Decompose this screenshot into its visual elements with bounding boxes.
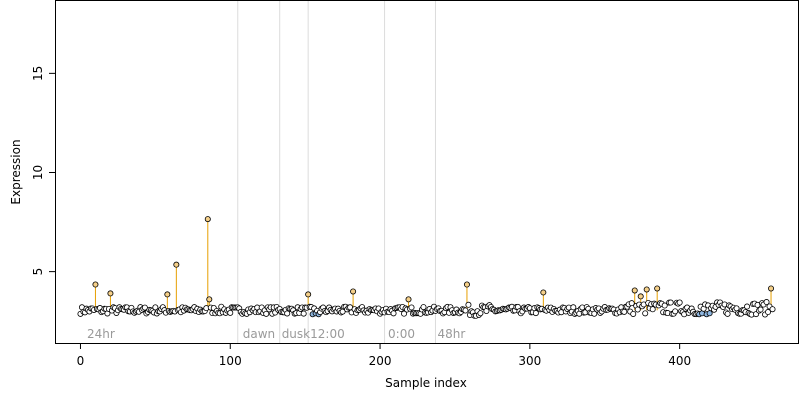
- region-label: dusk: [282, 327, 310, 341]
- data-point: [642, 310, 649, 317]
- y-tick-label: 5: [31, 268, 45, 276]
- data-point: [744, 303, 751, 310]
- data-point: [204, 216, 211, 223]
- region-label: dawn: [243, 327, 275, 341]
- data-point: [621, 308, 628, 315]
- data-point: [643, 286, 650, 293]
- data-point: [724, 310, 731, 317]
- data-point: [300, 310, 307, 317]
- data-point: [405, 296, 412, 303]
- data-point: [462, 307, 469, 314]
- data-point: [227, 309, 234, 316]
- data-point: [631, 287, 638, 294]
- x-tick-label: 100: [219, 354, 242, 368]
- data-point: [630, 310, 637, 317]
- data-point: [676, 299, 683, 306]
- data-point: [540, 289, 547, 296]
- x-tick-label: 400: [668, 354, 691, 368]
- data-point: [765, 309, 772, 316]
- region-label: 24hr: [87, 327, 115, 341]
- data-point: [661, 302, 668, 309]
- data-point: [763, 299, 770, 306]
- data-point: [263, 310, 270, 317]
- data-point: [206, 296, 213, 303]
- data-point: [107, 290, 114, 297]
- data-point: [628, 300, 635, 307]
- data-point: [463, 281, 470, 288]
- data-point: [465, 301, 472, 308]
- data-point: [532, 310, 539, 317]
- y-axis: 5 10 15: [31, 66, 55, 276]
- data-point: [92, 281, 99, 288]
- region-labels: 24hr dawn dusk 12:00 0:00 48hr: [87, 327, 465, 341]
- data-point: [757, 306, 764, 313]
- x-tick-label: 300: [518, 354, 541, 368]
- region-label: 12:00: [310, 327, 345, 341]
- data-point: [173, 261, 180, 268]
- x-axis-title: Sample index: [385, 376, 467, 390]
- data-point: [152, 304, 159, 311]
- data-point: [634, 306, 641, 313]
- highlight-stems: [94, 219, 772, 311]
- x-axis: 0 100 200 300 400: [77, 343, 691, 368]
- y-axis-title: Expression: [9, 139, 23, 204]
- data-point: [390, 310, 397, 317]
- data-point: [164, 291, 171, 298]
- data-point: [477, 310, 484, 317]
- data-point: [672, 308, 679, 315]
- x-tick-label: 0: [77, 354, 85, 368]
- data-point: [649, 306, 656, 313]
- data-point: [769, 306, 776, 313]
- data-point: [408, 304, 415, 311]
- x-tick-label: 200: [369, 354, 392, 368]
- y-tick-label: 10: [31, 165, 45, 180]
- data-points: [77, 216, 776, 319]
- data-point: [706, 310, 713, 317]
- data-point: [768, 285, 775, 292]
- plot-frame: [55, 0, 799, 344]
- region-label: 0:00: [388, 327, 415, 341]
- data-point: [401, 310, 408, 317]
- data-point: [305, 291, 312, 298]
- data-point: [654, 285, 661, 292]
- region-dividers: [237, 0, 436, 343]
- data-point: [667, 299, 674, 306]
- data-point: [420, 304, 427, 311]
- data-point: [350, 288, 357, 295]
- data-point: [570, 304, 577, 311]
- data-point: [637, 293, 644, 300]
- data-point: [284, 310, 291, 317]
- data-point: [591, 310, 598, 317]
- region-label: 48hr: [437, 327, 465, 341]
- y-tick-label: 15: [31, 66, 45, 81]
